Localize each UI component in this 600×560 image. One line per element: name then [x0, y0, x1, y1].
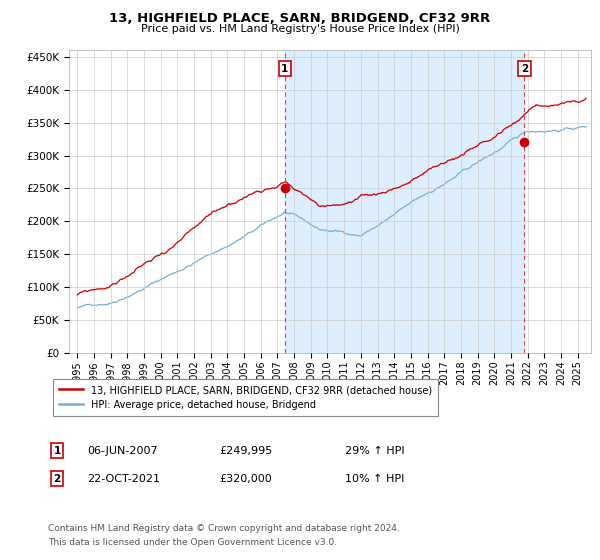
Text: 1: 1 [281, 64, 289, 74]
Text: 10% ↑ HPI: 10% ↑ HPI [345, 474, 404, 484]
Text: 13, HIGHFIELD PLACE, SARN, BRIDGEND, CF32 9RR: 13, HIGHFIELD PLACE, SARN, BRIDGEND, CF3… [109, 12, 491, 25]
Text: 06-JUN-2007: 06-JUN-2007 [87, 446, 158, 456]
Text: 2: 2 [521, 64, 528, 74]
Text: Price paid vs. HM Land Registry's House Price Index (HPI): Price paid vs. HM Land Registry's House … [140, 24, 460, 34]
Text: £320,000: £320,000 [219, 474, 272, 484]
Text: This data is licensed under the Open Government Licence v3.0.: This data is licensed under the Open Gov… [48, 538, 337, 547]
Text: 29% ↑ HPI: 29% ↑ HPI [345, 446, 404, 456]
Text: 2: 2 [53, 474, 61, 484]
Text: 22-OCT-2021: 22-OCT-2021 [87, 474, 160, 484]
Text: £249,995: £249,995 [219, 446, 272, 456]
Legend: 13, HIGHFIELD PLACE, SARN, BRIDGEND, CF32 9RR (detached house), HPI: Average pri: 13, HIGHFIELD PLACE, SARN, BRIDGEND, CF3… [53, 379, 438, 416]
Text: Contains HM Land Registry data © Crown copyright and database right 2024.: Contains HM Land Registry data © Crown c… [48, 524, 400, 533]
Bar [285, 50, 524, 353]
Text: 1: 1 [53, 446, 61, 456]
